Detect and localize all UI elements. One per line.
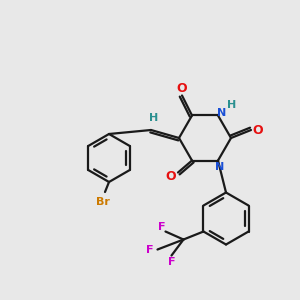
Text: F: F (146, 244, 153, 254)
Text: O: O (253, 124, 263, 136)
Text: O: O (177, 82, 187, 95)
Text: N: N (218, 109, 226, 118)
Text: O: O (166, 170, 176, 183)
Text: F: F (168, 256, 175, 266)
Text: Br: Br (96, 197, 110, 207)
Text: H: H (149, 113, 159, 123)
Text: H: H (227, 100, 237, 110)
Text: N: N (215, 161, 225, 172)
Text: F: F (158, 221, 165, 232)
